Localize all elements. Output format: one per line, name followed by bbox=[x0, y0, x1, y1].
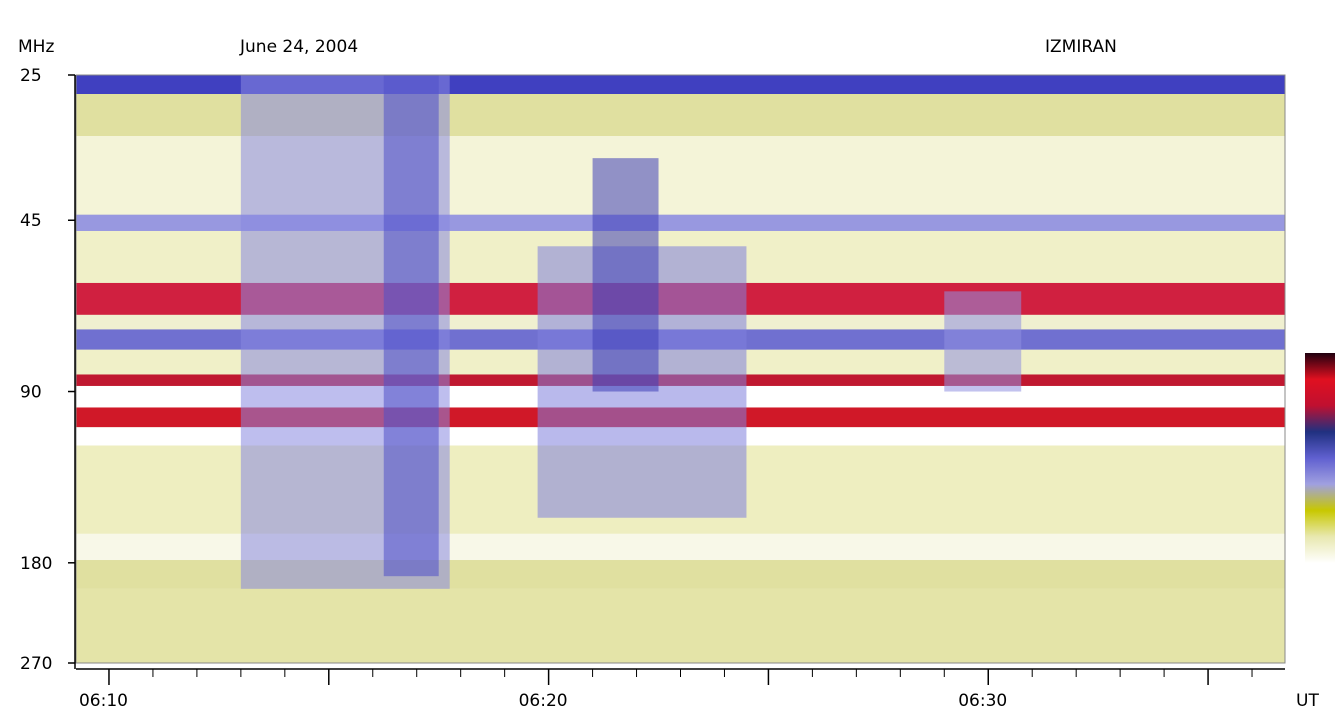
spectrogram-plot-area bbox=[75, 74, 1286, 664]
frequency-tick-label: 270 bbox=[20, 654, 52, 674]
plot-frame bbox=[75, 74, 1286, 664]
x-axis-unit-label: UT bbox=[1296, 691, 1319, 711]
time-tick-label: 06:30 bbox=[958, 691, 1007, 711]
time-tick-label: 06:10 bbox=[79, 691, 128, 711]
y-axis-unit-label: MHz bbox=[18, 37, 54, 57]
frequency-tick-label: 25 bbox=[20, 66, 42, 86]
frequency-tick-label: 45 bbox=[20, 211, 42, 231]
chart-title: June 24, 2004 bbox=[239, 37, 358, 57]
radio-burst bbox=[383, 75, 439, 577]
time-tick-label: 06:20 bbox=[519, 691, 568, 711]
frequency-tick-label: 180 bbox=[20, 554, 52, 574]
radio-burst bbox=[944, 291, 1022, 392]
frequency-tick-label: 90 bbox=[20, 383, 42, 403]
frequency-axis: 25 45 90 180 270 bbox=[20, 66, 76, 674]
observatory-label: IZMIRAN bbox=[1045, 37, 1117, 57]
colorbar bbox=[1305, 353, 1335, 563]
frequency-band bbox=[76, 588, 1285, 663]
radio-burst bbox=[592, 158, 659, 392]
time-axis: 06:10 06:20 06:30 bbox=[76, 668, 1285, 711]
